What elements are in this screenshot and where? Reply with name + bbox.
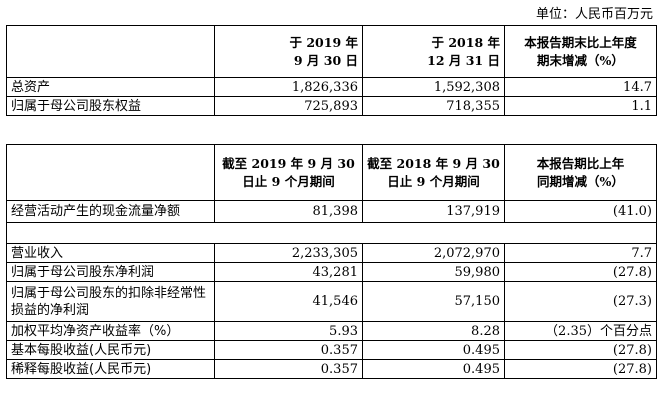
cell-value: 57,150	[362, 281, 505, 322]
header-line: 本报告期末比上年度	[524, 34, 637, 50]
cell-value: 41,546	[214, 281, 363, 322]
header-line: 同期增减（%）	[537, 173, 624, 189]
cell-value: 8.28	[362, 321, 505, 341]
cell-value: (27.8)	[504, 340, 657, 360]
table-row: 稀释每股收益(人民币元) 0.357 0.495 (27.8)	[6, 359, 657, 379]
cell-value: 43,281	[214, 262, 363, 282]
cell-value: (27.3)	[504, 281, 657, 322]
cell-value: 725,893	[214, 96, 363, 116]
balance-sheet-table: 于 2019 年 9 月 30 日 于 2018 年 12 月 31 日 本报告…	[6, 25, 657, 116]
header-line: 于 2018 年	[431, 34, 501, 50]
table-row: 营业收入 2,233,305 2,072,970 7.7	[6, 243, 657, 263]
header-line: 12 月 31 日	[427, 52, 500, 68]
table-row: 基本每股收益(人民币元) 0.357 0.495 (27.8)	[6, 340, 657, 360]
header-change-pct: 本报告期末比上年度 期末增减（%）	[504, 25, 657, 78]
cell-value: 0.357	[214, 340, 363, 360]
row-label: 归属于母公司股东权益	[6, 96, 215, 116]
cell-value: 81,398	[214, 200, 363, 223]
header-empty-cell	[6, 144, 215, 201]
cell-value: （2.35）个百分点	[504, 321, 657, 341]
table-row: 经营活动产生的现金流量净额 81,398 137,919 (41.0)	[6, 200, 657, 223]
header-line: 截至 2018 年 9 月 30	[367, 155, 500, 171]
table-row: 归属于母公司股东权益 725,893 718,355 1.1	[6, 96, 657, 116]
cell-value: 2,072,970	[362, 243, 505, 263]
cell-value: 1,826,336	[214, 77, 363, 97]
table-header-row: 截至 2019 年 9 月 30 日止 9 个月期间 截至 2018 年 9 月…	[6, 144, 657, 201]
header-9m-2019: 截至 2019 年 9 月 30 日止 9 个月期间	[214, 144, 363, 201]
header-line: 于 2019 年	[289, 34, 359, 50]
row-label: 加权平均净资产收益率（%）	[6, 321, 215, 341]
row-label: 经营活动产生的现金流量净额	[6, 200, 215, 223]
cell-value: 0.495	[362, 359, 505, 379]
header-change-pct: 本报告期比上年 同期增减（%）	[504, 144, 657, 201]
cell-value: (41.0)	[504, 200, 657, 223]
header-line: 期末增减（%）	[537, 52, 624, 68]
row-label: 归属于母公司股东的扣除非经常性损益的净利润	[6, 281, 215, 322]
cell-value: (27.8)	[504, 359, 657, 379]
spacer-row	[6, 222, 657, 244]
cell-value: 0.495	[362, 340, 505, 360]
header-line: 9 月 30 日	[293, 52, 358, 68]
row-label: 稀释每股收益(人民币元)	[6, 359, 215, 379]
row-label: 归属于母公司股东净利润	[6, 262, 215, 282]
cell-value: 718,355	[362, 96, 505, 116]
table-row: 总资产 1,826,336 1,592,308 14.7	[6, 77, 657, 97]
cell-value: 7.7	[504, 243, 657, 263]
table-row: 归属于母公司股东的扣除非经常性损益的净利润 41,546 57,150 (27.…	[6, 281, 657, 322]
table-row: 加权平均净资产收益率（%） 5.93 8.28 （2.35）个百分点	[6, 321, 657, 341]
header-9m-2018: 截至 2018 年 9 月 30 日止 9 个月期间	[362, 144, 505, 201]
cell-value: 137,919	[362, 200, 505, 223]
cell-value: 14.7	[504, 77, 657, 97]
table-header-row: 于 2019 年 9 月 30 日 于 2018 年 12 月 31 日 本报告…	[6, 25, 657, 78]
header-empty-cell	[6, 25, 215, 78]
spacer-cell	[6, 222, 657, 244]
header-line: 本报告期比上年	[536, 155, 625, 171]
income-table: 截至 2019 年 9 月 30 日止 9 个月期间 截至 2018 年 9 月…	[6, 144, 657, 379]
cell-value: (27.8)	[504, 262, 657, 282]
cell-value: 1.1	[504, 96, 657, 116]
header-2019-sep30: 于 2019 年 9 月 30 日	[214, 25, 363, 78]
row-label: 营业收入	[6, 243, 215, 263]
header-2018-dec31: 于 2018 年 12 月 31 日	[362, 25, 505, 78]
cell-value: 1,592,308	[362, 77, 505, 97]
table-row: 归属于母公司股东净利润 43,281 59,980 (27.8)	[6, 262, 657, 282]
unit-label: 单位：人民币百万元	[535, 7, 653, 22]
row-label: 基本每股收益(人民币元)	[6, 340, 215, 360]
row-label: 总资产	[6, 77, 215, 97]
cell-value: 2,233,305	[214, 243, 363, 263]
cell-value: 5.93	[214, 321, 363, 341]
header-line: 日止 9 个月期间	[242, 173, 335, 189]
cell-value: 59,980	[362, 262, 505, 282]
cell-value: 0.357	[214, 359, 363, 379]
header-line: 截至 2019 年 9 月 30	[222, 155, 355, 171]
header-line: 日止 9 个月期间	[387, 173, 480, 189]
